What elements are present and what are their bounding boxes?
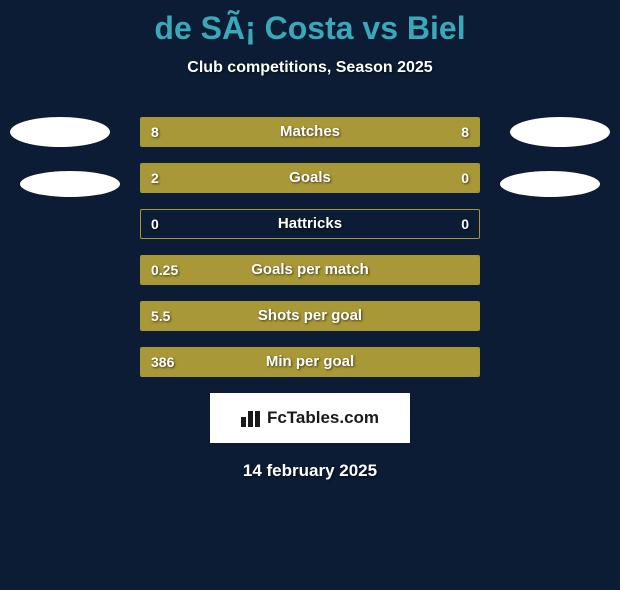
date-label: 14 february 2025 bbox=[0, 461, 620, 481]
comparison-title: de SÃ¡ Costa vs Biel bbox=[0, 10, 620, 47]
stat-label: Hattricks bbox=[141, 210, 479, 238]
content-area: 8Matches82Goals00Hattricks00.25Goals per… bbox=[0, 117, 620, 481]
bars-container: 8Matches82Goals00Hattricks00.25Goals per… bbox=[140, 117, 480, 377]
stat-row: 5.5Shots per goal bbox=[140, 301, 480, 331]
stat-label: Goals bbox=[141, 164, 479, 192]
chart-bars-icon bbox=[241, 409, 263, 427]
stat-value-right: 0 bbox=[461, 164, 469, 192]
player-left-icon-1 bbox=[10, 117, 110, 147]
stat-row: 2Goals0 bbox=[140, 163, 480, 193]
stat-row: 0Hattricks0 bbox=[140, 209, 480, 239]
stat-value-right: 8 bbox=[461, 118, 469, 146]
stat-row: 8Matches8 bbox=[140, 117, 480, 147]
stat-label: Shots per goal bbox=[141, 302, 479, 330]
logo-box: FcTables.com bbox=[210, 393, 410, 443]
player-left-icon-2 bbox=[20, 171, 120, 197]
player-right-icon-2 bbox=[500, 171, 600, 197]
comparison-subtitle: Club competitions, Season 2025 bbox=[0, 59, 620, 77]
player-right-icon-1 bbox=[510, 117, 610, 147]
stat-label: Min per goal bbox=[141, 348, 479, 376]
stat-value-right: 0 bbox=[461, 210, 469, 238]
logo-text: FcTables.com bbox=[241, 408, 379, 428]
stat-row: 386Min per goal bbox=[140, 347, 480, 377]
stat-label: Matches bbox=[141, 118, 479, 146]
logo-label: FcTables.com bbox=[267, 408, 379, 428]
stat-label: Goals per match bbox=[141, 256, 479, 284]
stat-row: 0.25Goals per match bbox=[140, 255, 480, 285]
